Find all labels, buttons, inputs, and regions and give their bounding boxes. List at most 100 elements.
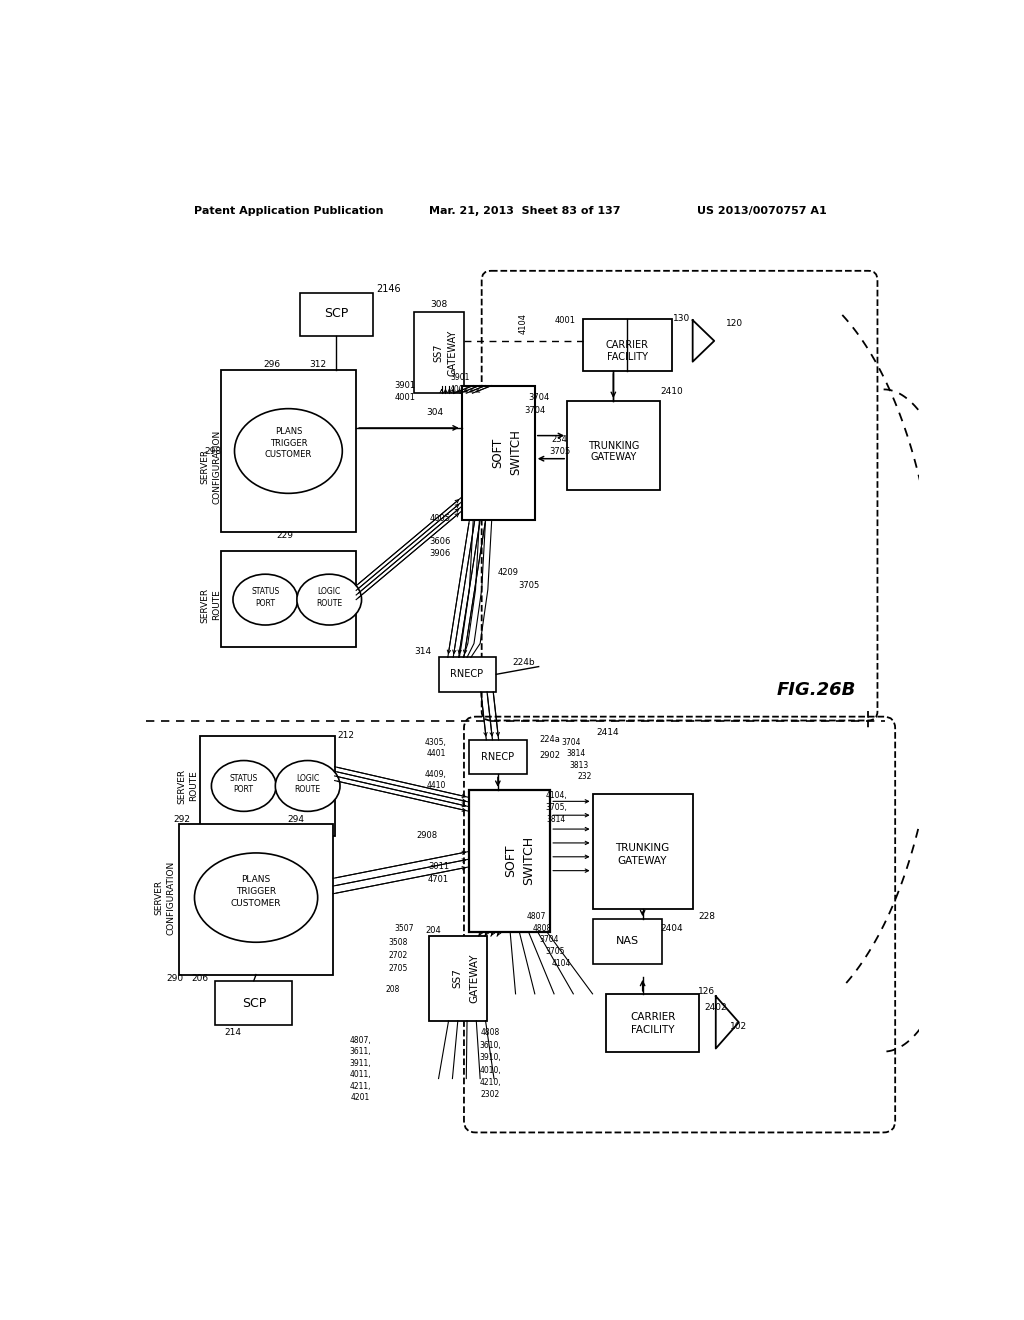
Text: SERVER: SERVER <box>201 449 210 484</box>
Bar <box>300 293 373 335</box>
Text: SOFT: SOFT <box>492 437 505 467</box>
Text: 4209: 4209 <box>498 568 518 577</box>
Text: CONFIGURATION: CONFIGURATION <box>166 861 175 935</box>
Text: 4807: 4807 <box>526 912 546 921</box>
Text: 2908: 2908 <box>417 832 437 841</box>
Bar <box>462 385 535 520</box>
Bar <box>179 825 333 974</box>
Text: 4410: 4410 <box>427 781 446 791</box>
Text: 2402: 2402 <box>705 1003 727 1012</box>
Text: SERVER: SERVER <box>155 880 164 915</box>
Text: 312: 312 <box>309 360 327 370</box>
Text: 308: 308 <box>430 300 447 309</box>
Text: 2302: 2302 <box>480 1090 500 1100</box>
Text: 3901: 3901 <box>394 381 416 389</box>
Text: 296: 296 <box>263 360 280 370</box>
Text: 4201: 4201 <box>350 1093 370 1102</box>
Text: CUSTOMER: CUSTOMER <box>230 899 282 908</box>
Bar <box>221 552 356 647</box>
Polygon shape <box>692 321 714 362</box>
Text: CARRIER: CARRIER <box>606 339 649 350</box>
Text: SS7: SS7 <box>453 969 463 989</box>
Text: 3814: 3814 <box>547 814 566 824</box>
Text: 2702: 2702 <box>389 950 409 960</box>
Text: ROUTE: ROUTE <box>189 771 199 801</box>
Bar <box>593 919 662 964</box>
Text: 2404: 2404 <box>660 924 683 933</box>
Text: 314: 314 <box>415 647 432 656</box>
Text: 232: 232 <box>578 772 592 781</box>
Text: SCP: SCP <box>324 308 348 321</box>
Text: 130: 130 <box>673 314 690 323</box>
Text: 3705,: 3705, <box>546 803 567 812</box>
Text: 206: 206 <box>191 974 209 983</box>
Text: 3705: 3705 <box>545 946 564 956</box>
Text: SCP: SCP <box>242 997 266 1010</box>
Text: Mar. 21, 2013  Sheet 83 of 137: Mar. 21, 2013 Sheet 83 of 137 <box>429 206 621 215</box>
Text: 4409,: 4409, <box>424 770 446 779</box>
Bar <box>469 789 550 932</box>
Text: 3901: 3901 <box>450 374 469 383</box>
Text: PORT: PORT <box>233 785 254 795</box>
Text: 4001: 4001 <box>555 315 577 325</box>
Text: Patent Application Publication: Patent Application Publication <box>194 206 383 215</box>
Text: 3705: 3705 <box>519 581 540 590</box>
Text: TRIGGER: TRIGGER <box>236 887 276 896</box>
Text: 3704: 3704 <box>561 738 581 747</box>
Text: 212: 212 <box>338 731 354 741</box>
Text: 3507: 3507 <box>394 924 414 933</box>
Text: STATUS: STATUS <box>229 774 258 783</box>
Text: 214: 214 <box>224 1028 242 1036</box>
Text: US 2013/0070757 A1: US 2013/0070757 A1 <box>697 206 826 215</box>
Text: 4001: 4001 <box>394 392 416 401</box>
Text: 3704: 3704 <box>528 392 549 401</box>
Ellipse shape <box>297 574 361 626</box>
Text: 208: 208 <box>385 986 399 994</box>
Ellipse shape <box>275 760 340 812</box>
Text: 224a: 224a <box>540 735 561 744</box>
Text: SOFT: SOFT <box>504 845 517 876</box>
Text: PLANS: PLANS <box>274 428 302 436</box>
Text: 3814: 3814 <box>566 750 586 758</box>
Text: CONFIGURATION: CONFIGURATION <box>212 429 221 503</box>
Text: 4211,: 4211, <box>349 1082 371 1090</box>
Text: GATEWAY: GATEWAY <box>617 855 668 866</box>
Text: 4210,: 4210, <box>479 1078 501 1086</box>
Text: NAS: NAS <box>615 936 639 946</box>
Text: GATEWAY: GATEWAY <box>590 453 637 462</box>
Bar <box>606 994 698 1052</box>
Text: 3610,: 3610, <box>479 1041 501 1049</box>
Text: 4808: 4808 <box>480 1028 500 1036</box>
Text: 229: 229 <box>276 531 293 540</box>
Text: 3704: 3704 <box>524 407 546 416</box>
Ellipse shape <box>234 409 342 494</box>
Text: 3911,: 3911, <box>349 1059 371 1068</box>
Text: 4401: 4401 <box>427 750 446 758</box>
Text: GATEWAY: GATEWAY <box>470 953 480 1003</box>
Text: 3906: 3906 <box>430 549 451 558</box>
Text: 3606: 3606 <box>429 537 451 546</box>
Text: PLANS: PLANS <box>242 875 270 883</box>
Text: FACILITY: FACILITY <box>606 352 648 362</box>
Text: LOGIC: LOGIC <box>317 587 341 597</box>
Text: FACILITY: FACILITY <box>631 1026 675 1035</box>
Text: CARRIER: CARRIER <box>630 1012 675 1022</box>
Ellipse shape <box>211 760 276 812</box>
Text: 2902: 2902 <box>540 751 561 759</box>
Ellipse shape <box>233 574 298 626</box>
Bar <box>200 737 335 836</box>
Text: TRIGGER: TRIGGER <box>269 438 307 447</box>
Text: 2146: 2146 <box>376 284 400 294</box>
Bar <box>429 936 487 1020</box>
Text: 204: 204 <box>425 927 441 935</box>
Bar <box>438 657 497 692</box>
Text: RNECP: RNECP <box>481 751 514 762</box>
Text: 2410: 2410 <box>660 387 683 396</box>
Bar <box>469 739 527 775</box>
Text: SWITCH: SWITCH <box>509 429 522 475</box>
Text: 304: 304 <box>426 408 443 417</box>
Text: 224b: 224b <box>512 659 535 667</box>
Text: 4010,: 4010, <box>479 1065 501 1074</box>
Text: STATUS: STATUS <box>251 587 280 597</box>
Text: PORT: PORT <box>255 599 275 609</box>
